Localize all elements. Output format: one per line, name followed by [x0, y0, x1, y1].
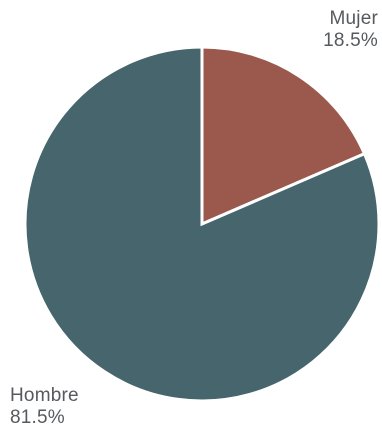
label-mujer-category: Mujer	[329, 8, 378, 29]
pie-slice-mujer	[200, 45, 367, 227]
label-mujer: Mujer 18.5%	[323, 8, 378, 52]
label-hombre-value: 81.5%	[10, 407, 65, 428]
pie-slices	[23, 45, 381, 403]
pie-slice-hombre	[23, 45, 381, 403]
label-hombre: Hombre 81.5%	[10, 385, 79, 429]
label-hombre-category: Hombre	[10, 385, 79, 406]
label-mujer-value: 18.5%	[323, 30, 378, 51]
